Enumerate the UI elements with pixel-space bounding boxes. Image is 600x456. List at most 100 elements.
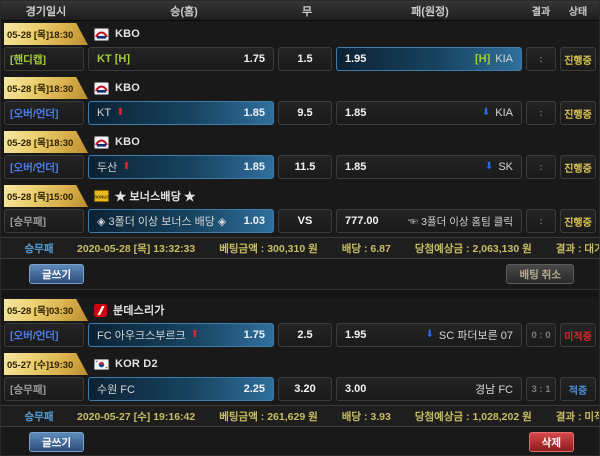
draw-bet-cell[interactable]: 2.5 xyxy=(278,323,332,347)
bet-row: [승무패] ◈ 3폴더 이상 보너스 배당 ◈ 1.03 VS 777.00 ☜… xyxy=(1,209,599,233)
away-bet-cell[interactable]: 1.95 [H] KIA xyxy=(336,47,522,71)
result-cell: 0 : 0 xyxy=(526,323,556,347)
kbo-logo-icon xyxy=(94,27,109,41)
draw-bet-cell[interactable]: 9.5 xyxy=(278,101,332,125)
home-odds: 1.75 xyxy=(243,329,265,341)
status-badge: 적중 xyxy=(560,377,596,401)
bet-row: [오버/언더] KT ⬆ 1.85 9.5 1.85 ⬇ KIA : 진행중 xyxy=(1,101,599,125)
bonus-bet-label: ◈ 3폴더 이상 보너스 배당 ◈ xyxy=(97,216,227,228)
league-row: 05-28 [목]15:00 BONUS ★ 보너스배당 ★ xyxy=(1,183,599,209)
bet-row: [핸디캡] KT [H] 1.75 1.5 1.95 [H] KIA : 진행중 xyxy=(1,47,599,71)
league-row: 05-28 [목]18:30 KBO xyxy=(1,129,599,155)
game-group: 05-27 [수]19:30 KOR D2 [승무패] 수원 FC 2.25 3… xyxy=(1,351,599,401)
header-result: 결과 xyxy=(531,7,551,18)
cancel-bet-button[interactable]: 배팅 취소 xyxy=(506,264,574,284)
game-group: 05-28 [목]03:30 분데스리가 [오버/언더] FC 아우크스부르크 … xyxy=(1,297,599,347)
bundesliga-logo-icon xyxy=(94,303,107,317)
draw-bet-cell[interactable]: 3.20 xyxy=(278,377,332,401)
league-name: 분데스리가 xyxy=(113,305,165,317)
bet-row: [오버/언더] FC 아우크스부르크 ⬆ 1.75 2.5 1.95 ⬇ SC … xyxy=(1,323,599,347)
away-bet-cell[interactable]: 3.00 경남 FC xyxy=(336,377,522,401)
away-bet-cell[interactable]: 1.95 ⬇ SC 파더보른 07 xyxy=(336,323,522,347)
league-name: KOR D2 xyxy=(115,358,158,370)
summary-result: 결과 : 대기 xyxy=(555,242,600,255)
draw-bet-cell[interactable]: 11.5 xyxy=(278,155,332,179)
up-arrow-icon: ⬆ xyxy=(190,329,199,340)
home-odds: 1.85 xyxy=(243,161,265,173)
svg-text:BONUS: BONUS xyxy=(94,194,109,199)
home-bet-cell[interactable]: 두산 ⬆ 1.85 xyxy=(88,155,274,179)
home-team-name: 수원 FC xyxy=(97,384,135,396)
header-datetime: 경기일시 xyxy=(25,5,67,18)
home-odds: 1.85 xyxy=(243,107,265,119)
down-arrow-icon: ⬇ xyxy=(425,329,434,340)
bet-type-label: [오버/언더] xyxy=(4,155,84,179)
kbo-logo-icon xyxy=(94,81,109,95)
game-datetime-badge: 05-28 [목]18:30 xyxy=(4,23,88,45)
away-team-name: 경남 FC xyxy=(475,384,513,396)
league-row: 05-28 [목]18:30 KBO xyxy=(1,75,599,101)
status-badge: 진행중 xyxy=(560,101,596,125)
bet-type-label: [승무패] xyxy=(4,209,84,233)
home-bet-cell[interactable]: KT ⬆ 1.85 xyxy=(88,101,274,125)
home-odds: 1.75 xyxy=(243,53,265,65)
result-cell: 3 : 1 xyxy=(526,377,556,401)
league-row: 05-28 [목]18:30 KBO xyxy=(1,21,599,47)
league-name: KBO xyxy=(115,28,141,40)
summary-expected-win: 당첨예상금 : 2,063,130 원 xyxy=(414,242,532,255)
away-bet-cell[interactable]: 777.00 ☜ 3폴더 이상 홈팀 클릭 xyxy=(336,209,522,233)
league-name: ★ 보너스배당 ★ xyxy=(115,191,196,203)
bonus-hint-text: ☜ 3폴더 이상 홈팀 클릭 xyxy=(407,215,513,228)
game-group: 05-28 [목]18:30 KBO [오버/언더] 두산 ⬆ 1.85 11.… xyxy=(1,129,599,179)
away-team-name: KIA xyxy=(495,53,513,65)
result-cell: : xyxy=(526,101,556,125)
bet-type-label: [핸디캡] xyxy=(4,47,84,71)
bet-slip-summary: 승무패 2020-05-28 [목] 13:32:33 베팅금액 : 300,3… xyxy=(1,237,599,259)
handicap-tag: [H] xyxy=(474,53,491,65)
home-bet-cell[interactable]: 수원 FC 2.25 xyxy=(88,377,274,401)
game-group: 05-28 [목]18:30 KBO [핸디캡] KT [H] 1.75 1.5… xyxy=(1,21,599,71)
away-bet-cell[interactable]: 1.85 ⬇ KIA xyxy=(336,101,522,125)
status-badge: 미적중 xyxy=(560,323,596,347)
down-arrow-icon: ⬇ xyxy=(481,107,491,118)
down-arrow-icon: ⬇ xyxy=(484,161,494,172)
summary-bet-type: 승무패 xyxy=(24,410,54,423)
home-bet-cell[interactable]: KT [H] 1.75 xyxy=(88,47,274,71)
away-team-name: SC 파더보른 07 xyxy=(438,330,513,342)
bet-slip-summary: 승무패 2020-05-27 [수] 19:16:42 베팅금액 : 261,6… xyxy=(1,405,599,427)
summary-odds: 배당 : 3.93 xyxy=(341,410,391,423)
home-team-name: KT xyxy=(97,107,112,119)
bet-type-label: [오버/언더] xyxy=(4,323,84,347)
summary-bet-type: 승무패 xyxy=(24,242,54,255)
header-home-win: 승(홈) xyxy=(170,5,198,18)
header-status: 상태 xyxy=(568,7,588,18)
result-cell: : xyxy=(526,209,556,233)
home-team-name: 두산 xyxy=(97,162,118,174)
league-name: KBO xyxy=(115,82,141,94)
bet-row: [승무패] 수원 FC 2.25 3.20 3.00 경남 FC 3 : 1 적… xyxy=(1,377,599,401)
kbo-logo-icon xyxy=(94,135,109,149)
game-datetime-badge: 05-28 [목]15:00 xyxy=(4,185,88,207)
league-row: 05-28 [목]03:30 분데스리가 xyxy=(1,297,599,323)
bonus-logo-icon: BONUS xyxy=(94,190,109,202)
league-row: 05-27 [수]19:30 KOR D2 xyxy=(1,351,599,377)
game-group: 05-28 [목]15:00 BONUS ★ 보너스배당 ★ [승무패] ◈ 3… xyxy=(1,183,599,233)
write-post-button[interactable]: 글쓰기 xyxy=(29,264,84,284)
up-arrow-icon: ⬆ xyxy=(122,161,131,172)
bet-type-label: [승무패] xyxy=(4,377,84,401)
status-badge: 진행중 xyxy=(560,155,596,179)
away-odds: 1.85 xyxy=(345,161,367,173)
korea-flag-icon xyxy=(94,358,109,370)
delete-bet-button[interactable]: 삭제 xyxy=(528,432,574,452)
away-team-name: SK xyxy=(498,161,513,173)
away-bet-cell[interactable]: 1.85 ⬇ SK xyxy=(336,155,522,179)
bet-row: [오버/언더] 두산 ⬆ 1.85 11.5 1.85 ⬇ SK : 진행중 xyxy=(1,155,599,179)
summary-result: 결과 : 미적중 xyxy=(555,410,599,423)
home-bet-cell[interactable]: FC 아우크스부르크 ⬆ 1.75 xyxy=(88,323,274,347)
away-odds: 1.95 xyxy=(345,329,367,341)
write-post-button[interactable]: 글쓰기 xyxy=(29,432,84,452)
game-datetime-badge: 05-27 [수]19:30 xyxy=(4,353,88,375)
home-bet-cell[interactable]: ◈ 3폴더 이상 보너스 배당 ◈ 1.03 xyxy=(88,209,274,233)
draw-bet-cell[interactable]: 1.5 xyxy=(278,47,332,71)
